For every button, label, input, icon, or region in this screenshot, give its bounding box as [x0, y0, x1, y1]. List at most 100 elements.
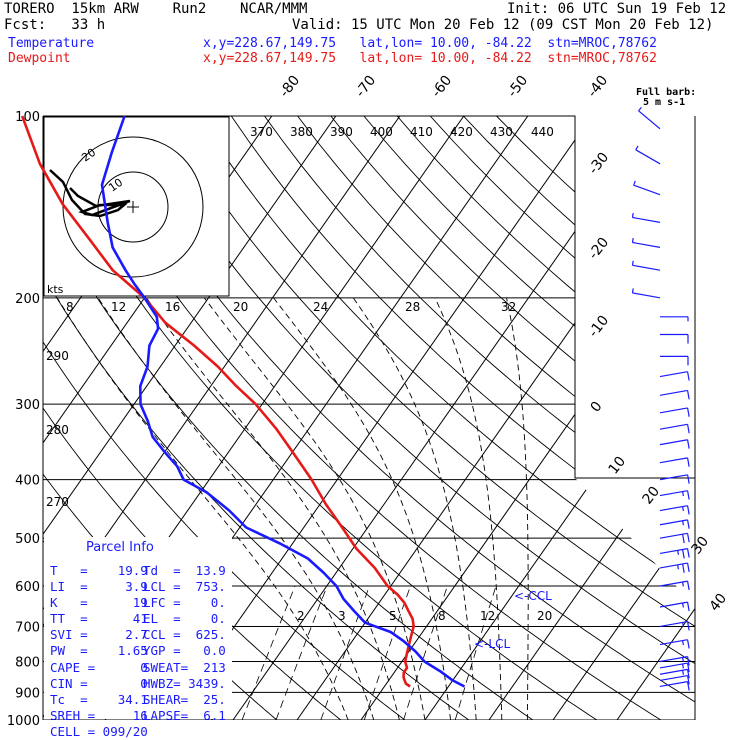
wind-barb-staff: [659, 474, 688, 481]
wind-barb-flag: [686, 371, 690, 381]
wind-barb-flag: [682, 670, 684, 675]
moist-adiabat-12: [97, 297, 375, 720]
isotherm--20: [168, 116, 593, 720]
wind-barb-flag: [633, 180, 636, 186]
isotherm-40: [552, 116, 695, 720]
wind-barb-staff: [632, 216, 661, 223]
isotherm-label-20: 20: [640, 484, 664, 508]
temperature-location: x,y=228.67,149.75 lat,lon= 10.00, -84.22…: [203, 36, 657, 51]
wind-barb-flag: [686, 390, 690, 400]
parcel-info-left: CELL = 099/20: [50, 723, 148, 739]
wind-barb-flag: [682, 581, 684, 587]
wind-barb-135: [633, 180, 661, 196]
pressure-label-200: 200: [15, 292, 40, 307]
parcel-info-left: CIN = 0: [50, 675, 148, 691]
wind-barb-800: [659, 656, 690, 666]
mixing-ratio-label-8: 8: [438, 609, 446, 623]
theta-e-label-12: 12: [111, 300, 126, 314]
moist-adiabat-16: [146, 297, 400, 720]
mixing-ratio-12: [403, 585, 448, 720]
wind-barb-staff: [632, 241, 661, 248]
dry-adiabat-320: [43, 116, 598, 720]
wind-barb-flag: [682, 563, 685, 573]
parcel-info-right: EL = 0.: [143, 611, 226, 627]
wind-barb-staff: [659, 371, 688, 378]
wind-barb-230: [660, 333, 689, 344]
wind-barb-165: [631, 237, 661, 248]
wind-barb-staff: [632, 264, 661, 271]
wind-barb-flag: [686, 548, 690, 558]
wind-barb-400: [659, 474, 690, 484]
isotherm-label--20: -20: [586, 235, 613, 263]
mixing-ratio-3: [275, 585, 328, 720]
wind-barb-flag: [682, 640, 684, 646]
wind-barb-375: [659, 457, 690, 467]
temperature-legend: Temperature: [8, 36, 95, 51]
wind-barb-350: [659, 439, 690, 449]
dry-adiabat-450: [463, 116, 695, 720]
wind-barb-flag: [686, 533, 690, 543]
parcel-info-right: LAPSE= 6.1: [143, 707, 226, 723]
pressure-label-300: 300: [15, 398, 40, 413]
wind-barb-820: [659, 662, 690, 673]
wind-barb-flag: [686, 439, 690, 449]
dry-adiabat-390: [264, 116, 695, 720]
parcel-info-left: T = 19.9: [50, 563, 148, 578]
temperature-trace: [100, 115, 466, 688]
wind-barb-650: [659, 601, 690, 612]
wind-barb-staff: [659, 423, 688, 430]
wind-barb-flag: [686, 581, 690, 591]
theta-e-label-32: 32: [501, 300, 516, 314]
parcel-info-left: CAPE = 0: [50, 659, 148, 675]
wind-barb-530: [659, 548, 690, 559]
parcel-info-row: Tc = 34.1SHEAR= 25.: [50, 692, 230, 708]
wind-barb-flag: [682, 602, 684, 608]
parcel-info-row: PW = 1.65YGP = 0.0: [50, 643, 230, 659]
wind-barb-flag: [638, 106, 642, 112]
wind-barb-200: [631, 288, 661, 299]
parcel-info-left: Tc = 34.1: [50, 691, 148, 707]
wind-barb-150: [631, 212, 661, 223]
isotherm-label-30: 30: [689, 534, 713, 558]
parcel-info-row: T = 19.9Td = 13.9: [50, 563, 230, 579]
parcel-info-left: PW = 1.65: [50, 643, 148, 659]
mixing-ratio-2: [241, 585, 296, 720]
lcl-annotation: <-LCL: [474, 637, 510, 651]
dry-adiabat-400: [297, 116, 695, 720]
forecast-hour: Fcst: 33 h: [4, 17, 106, 33]
wind-barb-flag: [682, 622, 684, 627]
parcel-info-left: SREH = 16: [50, 707, 148, 723]
dry-adiabat-380: [230, 116, 695, 720]
isotherm--60: [43, 116, 337, 720]
theta-label-410: 410: [410, 125, 433, 139]
isotherm-label-0: 0: [588, 399, 606, 416]
wind-barb-310: [659, 407, 690, 417]
parcel-info-left: LI = 3.9: [50, 579, 148, 595]
parcel-info-row: SREH = 16LAPSE= 6.1: [50, 708, 230, 724]
theta-e-label-24: 24: [313, 300, 328, 314]
isotherm-label--10: -10: [586, 313, 613, 341]
pressure-label-100: 100: [15, 110, 40, 125]
isotherm-30: [488, 116, 695, 720]
parcel-info-row: CAPE = 0SWEAT= 213: [50, 660, 230, 676]
wind-barb-105: [638, 106, 661, 130]
dry-adiabat-350: [131, 116, 695, 720]
wind-barb-flag: [686, 407, 690, 417]
parcel-info-row: LI = 3.9LCL = 753.: [50, 579, 230, 595]
wind-barb-staff: [635, 149, 661, 165]
mixing-ratio-5: [320, 585, 370, 720]
wind-barb-flag: [686, 656, 690, 666]
parcel-info-row: K = 19LFC = 0.: [50, 595, 230, 611]
theta-label-420: 420: [450, 125, 473, 139]
wind-barb-staff: [659, 407, 688, 414]
wind-barb-flag: [686, 424, 690, 434]
isotherm-label--50: -50: [505, 73, 532, 101]
moist-adiabat-24: [273, 297, 452, 720]
wind-barb-flag: [682, 549, 685, 559]
wind-barb-120: [635, 145, 661, 165]
wind-barb-flag: [682, 534, 685, 544]
wind-barb-flag: [686, 639, 690, 649]
barb-legend-line1: Full barb:: [636, 87, 697, 98]
pressure-label-600: 600: [15, 580, 40, 595]
wind-barb-staff: [659, 681, 688, 688]
